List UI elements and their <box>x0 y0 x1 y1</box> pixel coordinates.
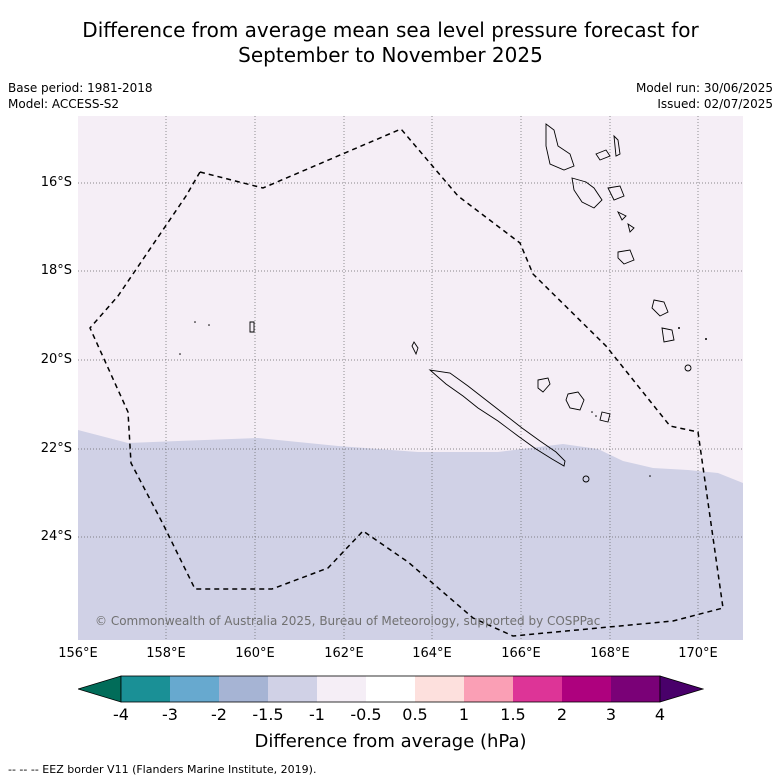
malekula <box>571 177 603 209</box>
colorbar-tick: -0.5 <box>350 705 382 724</box>
lon-label-160e: 160°E <box>235 646 275 661</box>
colorbar-tick: 2 <box>556 705 568 724</box>
lon-label-170e: 170°E <box>678 646 718 661</box>
lat-label-16s: 16°S <box>40 175 72 190</box>
colorbar-label: Difference from average (hPa) <box>254 731 527 752</box>
chesterfield-islands <box>249 321 255 333</box>
colorbar-swatch <box>513 676 562 702</box>
erromango <box>651 299 669 317</box>
lat-label-18s: 18°S <box>40 263 72 278</box>
model-name: Model: ACCESS-S2 <box>8 97 120 111</box>
espiritu-santo <box>545 123 575 171</box>
ouvea <box>537 377 551 393</box>
tanna <box>661 327 675 343</box>
graticule <box>78 116 743 640</box>
credit-text: © Commonwealth of Australia 2025, Bureau… <box>95 614 601 628</box>
colorbar-swatch <box>268 676 317 702</box>
lifou <box>565 391 585 411</box>
colorbar-tick: -2 <box>211 705 227 724</box>
colorbar-swatch <box>562 676 611 702</box>
colorbar-tick: -1.5 <box>252 705 284 724</box>
lon-label-156e: 156°E <box>58 646 98 661</box>
colorbar-tick: -1 <box>309 705 325 724</box>
colorbar-swatches <box>120 675 661 703</box>
new-caledonia-grande-terre <box>428 369 566 467</box>
pentecost <box>613 134 621 157</box>
colorbar-tick: 3 <box>605 705 617 724</box>
shepherd-islands <box>627 222 635 233</box>
lon-label-164e: 164°E <box>412 646 452 661</box>
title-line-2: September to November 2025 <box>238 43 543 67</box>
efate <box>617 249 635 265</box>
colorbar-over-arrow <box>659 675 705 703</box>
lon-label-168e: 168°E <box>590 646 630 661</box>
coastlines <box>249 123 692 483</box>
maewo <box>595 149 611 161</box>
lon-label-166e: 166°E <box>501 646 541 661</box>
colorbar-swatch <box>611 676 660 702</box>
colorbar-swatch <box>170 676 219 702</box>
lat-label-22s: 22°S <box>40 441 72 456</box>
colorbar-tick: -3 <box>162 705 178 724</box>
colorbar-tick: 1.5 <box>500 705 526 724</box>
belep-islands <box>411 341 419 356</box>
colorbar-tick: 1 <box>458 705 470 724</box>
colorbar <box>76 675 705 703</box>
colorbar-tick: -4 <box>113 705 129 724</box>
isle-of-pines <box>582 475 590 483</box>
colorbar-swatch <box>415 676 464 702</box>
ambrym <box>607 185 625 201</box>
meta-left: Base period: 1981-2018 Model: ACCESS-S2 <box>8 80 153 112</box>
lat-label-20s: 20°S <box>40 352 72 367</box>
colorbar-swatch <box>317 676 366 702</box>
colorbar-swatch <box>121 676 170 702</box>
colorbar-svg <box>76 675 705 703</box>
colorbar-tick: 4 <box>654 705 666 724</box>
base-period: Base period: 1981-2018 <box>8 81 153 95</box>
lat-label-24s: 24°S <box>40 529 72 544</box>
lon-label-162e: 162°E <box>324 646 364 661</box>
colorbar-swatch <box>366 676 415 702</box>
epi <box>616 210 627 221</box>
eez-border <box>89 128 724 637</box>
region-below-average <box>78 430 743 640</box>
model-run: Model run: 30/06/2025 <box>635 81 773 95</box>
lon-label-158e: 158°E <box>146 646 186 661</box>
map-panel <box>78 116 743 640</box>
mare <box>599 411 611 423</box>
meta-right: Model run: 30/06/2025 Issued: 02/07/2025 <box>636 80 773 112</box>
title-line-1: Difference from average mean sea level p… <box>82 18 699 42</box>
colorbar-under-arrow <box>76 675 122 703</box>
footer-note: -- -- -- EEZ border V11 (Flanders Marine… <box>8 763 317 776</box>
map-svg <box>78 116 743 640</box>
map-title: Difference from average mean sea level p… <box>0 18 781 68</box>
aneityum <box>684 364 692 372</box>
colorbar-tick: 0.5 <box>402 705 428 724</box>
colorbar-swatch <box>464 676 513 702</box>
small-islets <box>179 321 707 477</box>
issued-date: Issued: 02/07/2025 <box>657 97 773 111</box>
colorbar-swatch <box>219 676 268 702</box>
